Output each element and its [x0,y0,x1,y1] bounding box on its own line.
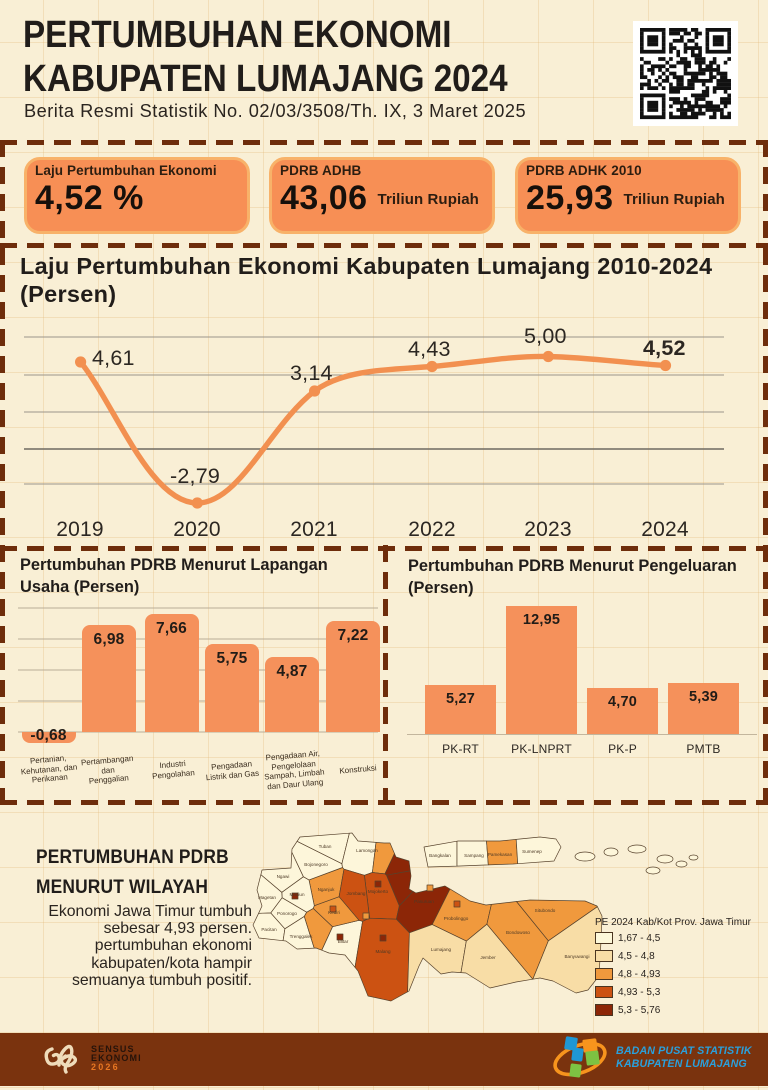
svg-text:Ponorogo: Ponorogo [277,911,297,916]
svg-text:Bondowoso: Bondowoso [506,930,530,935]
svg-text:Kediri: Kediri [328,910,340,915]
svg-text:Situbondo: Situbondo [535,908,556,913]
svg-text:Pasuruan: Pasuruan [414,899,434,904]
svg-text:Sampang: Sampang [464,853,484,858]
svg-text:Nganjuk: Nganjuk [318,887,336,892]
svg-text:Pacitan: Pacitan [261,927,277,932]
svg-text:Tuban: Tuban [319,844,332,849]
svg-text:Bojonegoro: Bojonegoro [304,862,328,867]
svg-text:Jombang: Jombang [347,891,366,896]
svg-text:Ngawi: Ngawi [277,874,290,879]
svg-text:Sumenep: Sumenep [522,849,542,854]
svg-text:Mojokerto: Mojokerto [368,889,389,894]
svg-text:Blitar: Blitar [338,939,349,944]
svg-text:Trenggalek: Trenggalek [290,934,314,939]
svg-text:Madiun: Madiun [289,892,305,897]
svg-text:Banyuwangi: Banyuwangi [564,954,589,959]
svg-text:Jember: Jember [480,955,496,960]
svg-text:Probolinggo: Probolinggo [444,916,469,921]
svg-text:Bangkalan: Bangkalan [429,853,451,858]
svg-text:Magetan: Magetan [258,895,276,900]
svg-text:Malang: Malang [375,949,391,954]
svg-text:Lamongan: Lamongan [356,848,378,853]
svg-text:Pamekasan: Pamekasan [488,852,513,857]
svg-text:Lumajang: Lumajang [431,947,452,952]
